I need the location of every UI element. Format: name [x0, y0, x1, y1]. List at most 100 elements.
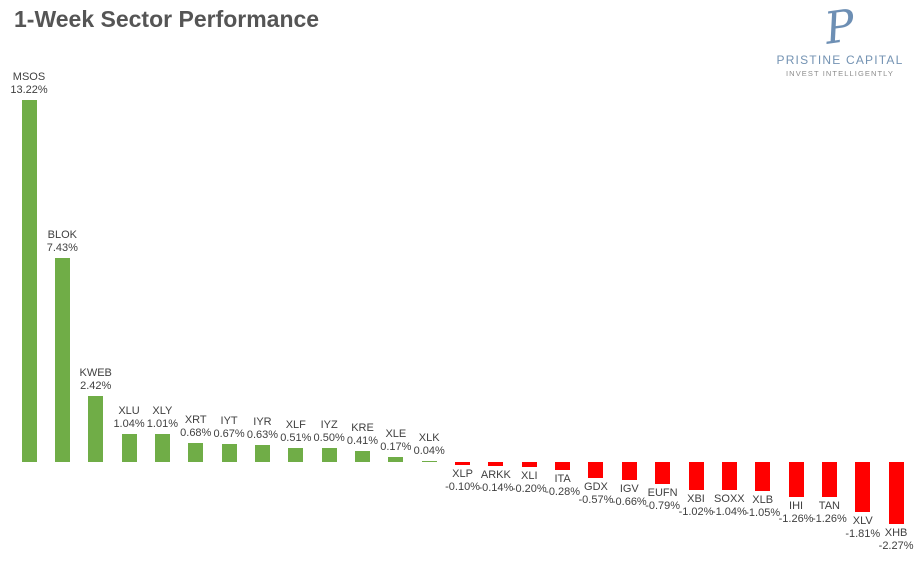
bar-value: 1.01%: [146, 418, 178, 431]
logo: P PRISTINE CAPITAL INVEST INTELLIGENTLY: [765, 0, 915, 78]
logo-tagline: INVEST INTELLIGENTLY: [786, 69, 894, 78]
bar-label-xlk: XLK 0.04%: [397, 432, 461, 458]
bar-value: 0.50%: [313, 432, 345, 445]
bar-ticker: XHB: [884, 527, 908, 540]
bar-label-soxx: SOXX -1.04%: [697, 493, 761, 519]
bar-value: 13.22%: [10, 83, 48, 96]
bar-value: -0.20%: [511, 483, 547, 496]
bar-label-gdx: GDX -0.57%: [564, 481, 628, 507]
bar-label-blok: BLOK 7.43%: [30, 229, 94, 255]
bar-label-ihi: IHI -1.26%: [764, 500, 828, 526]
chart-title: 1-Week Sector Performance: [14, 6, 320, 32]
bar-label-iyr: IYR 0.63%: [230, 416, 294, 442]
bar-ita: [555, 462, 571, 470]
bar-value: 0.41%: [346, 434, 379, 447]
bar-gdx: [588, 462, 604, 478]
bar-label-xlv: XLV -1.81%: [831, 515, 895, 541]
bar-label-xlb: XLB -1.05%: [731, 494, 795, 520]
bar-ticker: XLV: [852, 514, 873, 527]
bar-value: -0.57%: [578, 493, 614, 506]
bar-xlf: [288, 448, 304, 462]
bar-xle: [388, 457, 404, 462]
bar-ticker: XBI: [687, 492, 705, 505]
bar-ticker: XLB: [752, 493, 774, 506]
bar-label-xly: XLY 1.01%: [130, 405, 194, 431]
bar-xlv: [855, 462, 871, 512]
bar-value: -1.26%: [778, 512, 814, 525]
bar-kre: [355, 450, 370, 462]
bar-ticker: KRE: [351, 421, 374, 434]
bar-xlu: [121, 433, 137, 462]
bar-value: 0.63%: [246, 428, 279, 441]
bar-value: 0.51%: [280, 432, 312, 445]
bar-label-tan: TAN -1.26%: [797, 500, 861, 526]
bar-label-xlf: XLF 0.51%: [264, 419, 328, 445]
bar-label-xlu: XLU 1.04%: [97, 405, 161, 431]
bar-value: 0.04%: [413, 444, 445, 457]
bar-ticker: XLP: [452, 467, 473, 480]
bar-label-kweb: KWEB 2.42%: [64, 367, 128, 393]
bar-ticker: TAN: [818, 499, 840, 512]
bar-label-xhb: XHB -2.27%: [864, 527, 923, 553]
bar-xbi: [688, 462, 704, 490]
bar-ticker: ITA: [554, 472, 571, 485]
bar-label-xli: XLI -0.20%: [497, 470, 561, 496]
bar-iyz: [321, 448, 337, 462]
bar-soxx: [721, 462, 737, 491]
bar-value: 0.67%: [213, 427, 245, 440]
bar-value: -1.81%: [845, 527, 881, 540]
bar-xhb: [888, 462, 904, 525]
bar-value: -0.66%: [611, 496, 647, 509]
bar-value: 7.43%: [46, 242, 78, 255]
bar-ticker: XLE: [385, 428, 407, 441]
bar-kweb: [88, 395, 104, 462]
bar-value: -0.28%: [545, 485, 581, 498]
bar-xli: [521, 462, 537, 468]
bar-iyr: [254, 444, 270, 462]
bar-ticker: IYT: [220, 414, 238, 427]
bar-xlk: [421, 460, 437, 462]
bar-xlp: [455, 462, 471, 465]
bar-ihi: [788, 462, 804, 497]
bar-eufn: [655, 462, 671, 484]
bar-msos: [21, 99, 37, 462]
bar-ticker: IHI: [789, 499, 804, 512]
bar-label-eufn: EUFN -0.79%: [631, 487, 695, 513]
bar-igv: [621, 462, 637, 481]
bar-ticker: IYR: [253, 415, 272, 428]
bar-value: -1.26%: [811, 512, 847, 525]
bar-ticker: KWEB: [79, 366, 112, 379]
bar-label-xlp: XLP -0.10%: [431, 468, 495, 494]
bar-label-msos: MSOS 13.22%: [0, 71, 61, 97]
bar-label-iyt: IYT 0.67%: [197, 415, 261, 441]
bar-arkk: [488, 462, 504, 466]
bar-label-arkk: ARKK -0.14%: [464, 469, 528, 495]
bar-ticker: IYZ: [320, 419, 338, 432]
bar-label-iyz: IYZ 0.50%: [297, 419, 361, 445]
bar-ticker: ARKK: [480, 468, 511, 481]
bar-ticker: XLK: [418, 431, 440, 444]
bar-ticker: EUFN: [647, 486, 678, 499]
bar-xrt: [188, 443, 204, 462]
bar-label-xle: XLE 0.17%: [364, 428, 428, 454]
bar-value: 0.68%: [180, 427, 212, 440]
bar-ticker: MSOS: [12, 70, 46, 83]
bar-value: -0.14%: [478, 481, 514, 494]
bar-xlb: [755, 462, 771, 491]
bar-label-xbi: XBI -1.02%: [664, 493, 728, 519]
bar-value: 1.04%: [113, 417, 145, 430]
bar-ticker: XRT: [184, 414, 207, 427]
bar-ticker: XLU: [118, 404, 140, 417]
bar-ticker: BLOK: [47, 229, 78, 242]
logo-brand-name: PRISTINE CAPITAL: [776, 53, 904, 67]
bar-value: -0.79%: [645, 499, 681, 512]
bar-ticker: SOXX: [714, 493, 745, 506]
bar-label-ita: ITA -0.28%: [531, 473, 595, 499]
bar-value: -1.05%: [745, 506, 781, 519]
bar-value: 2.42%: [80, 379, 112, 392]
bar-iyt: [221, 443, 237, 462]
bar-value: -1.02%: [678, 505, 714, 518]
bar-label-kre: KRE 0.41%: [331, 422, 395, 448]
